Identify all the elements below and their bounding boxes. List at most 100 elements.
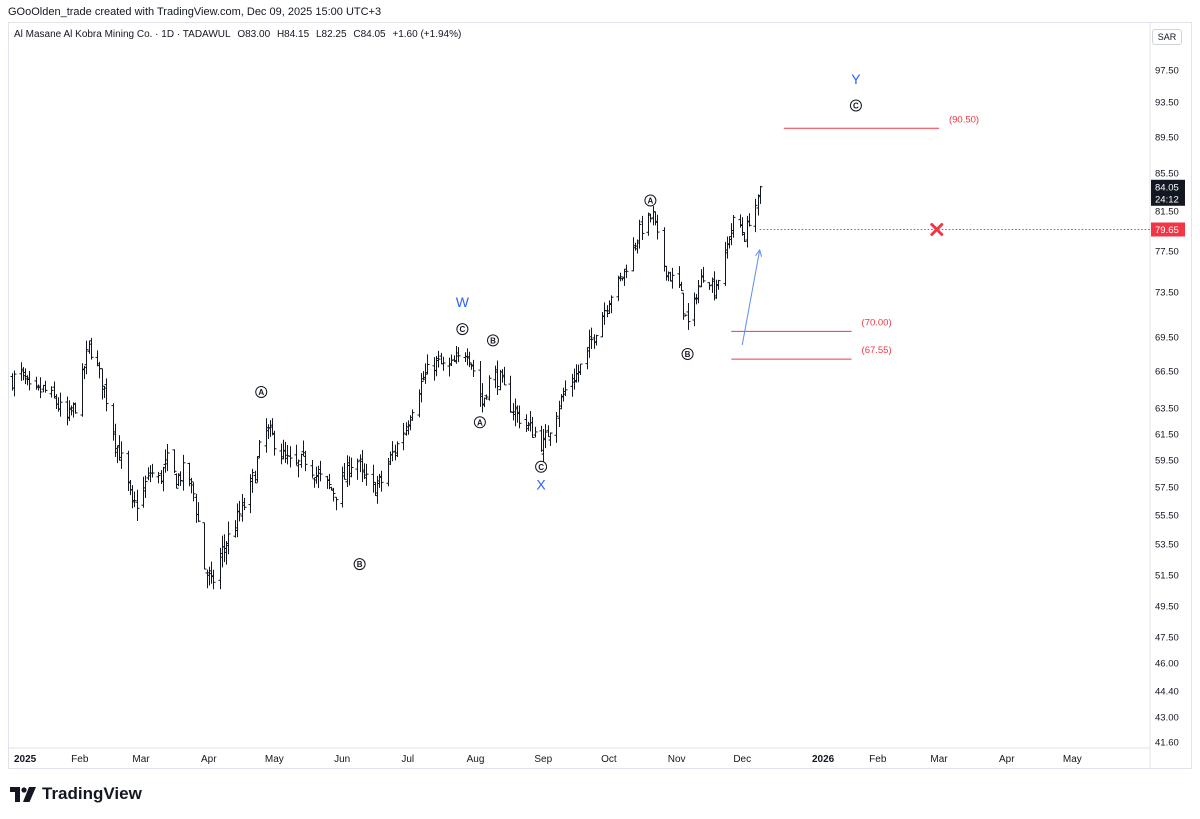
wave-label-ring [255, 385, 268, 398]
ohlc-bar [616, 275, 621, 302]
x-tick-label: Apr [999, 754, 1015, 765]
ohlc-bar [404, 422, 409, 436]
ohlc-bar [683, 314, 688, 317]
currency-button[interactable]: SAR [1152, 29, 1182, 45]
y-tick-label: 44.40 [1155, 687, 1179, 698]
symbol-name[interactable]: Al Masane Al Kobra Mining Co. · 1D · TAD… [14, 29, 231, 40]
ohlc-bar [272, 430, 277, 456]
wave-degree-label: X [536, 476, 546, 492]
wave-label-text: A [477, 418, 483, 427]
ohlc-bar [327, 473, 332, 490]
wave-label-ring [535, 460, 548, 473]
ohlc-bar [148, 465, 153, 483]
ohlc-bar [578, 363, 583, 376]
ohlc-bar [165, 444, 170, 472]
ohlc-bar [758, 185, 763, 204]
ohlc-bar [65, 396, 70, 426]
ohlc-bar [235, 503, 240, 538]
legend-low: L82.25 [315, 29, 347, 40]
ohlc-bar [401, 422, 406, 451]
ohlc-bar [441, 356, 446, 371]
ohlc-bar [12, 370, 17, 397]
y-tick-label: 63.50 [1155, 404, 1179, 415]
x-tick-label: Dec [733, 754, 751, 765]
ohlc-bar [301, 440, 306, 457]
symbol-legend: Al Masane Al Kobra Mining Co. · 1D · TAD… [14, 29, 465, 40]
ohlc-bar [102, 385, 107, 399]
ohlc-bar [463, 352, 468, 362]
ohlc-bar [390, 441, 395, 462]
ohlc-bar [662, 227, 667, 272]
ohlc-bar [681, 292, 686, 320]
wave-label-text: A [648, 197, 654, 206]
x-tick-label: Oct [601, 754, 617, 765]
y-tick-label: 49.50 [1155, 602, 1179, 613]
ohlc-bar [620, 277, 625, 281]
wave-label-text: C [853, 102, 859, 111]
ohlc-bar [364, 463, 369, 486]
wave-label-circled: A [644, 194, 657, 207]
ohlc-bar [738, 214, 743, 228]
price-chart[interactable]: 97.50 93.50 89.50 85.50 81.50 77.50 73.50 69.50… [0, 0, 1200, 770]
ohlc-bar [574, 364, 579, 383]
ohlc-bar [528, 410, 533, 432]
ohlc-bar [572, 368, 577, 390]
ohlc-bar [541, 428, 546, 463]
legend-close: C84.05 [353, 29, 386, 40]
ohlc-bar [345, 455, 350, 487]
ohlc-bar [362, 463, 367, 479]
ohlc-bar [526, 421, 531, 431]
ohlc-bar [95, 350, 100, 367]
ohlc-bar [207, 566, 212, 586]
y-tick-label: 81.50 [1155, 207, 1179, 218]
ohlc-bar [73, 402, 78, 414]
ohlc-bar [34, 376, 39, 390]
y-tick-label: 61.50 [1155, 430, 1179, 441]
ohlc-bar [493, 365, 498, 389]
target-label: (67.55) [862, 345, 892, 356]
wave-label-ring [681, 348, 694, 360]
wave-label-circled: B [681, 348, 694, 360]
ohlc-bar [594, 334, 599, 346]
ohlc-bar [498, 369, 503, 391]
ohlc-bar [410, 409, 415, 421]
ohlc-bar [379, 470, 384, 492]
ohlc-bar [43, 380, 48, 393]
ohlc-bar [318, 460, 323, 482]
ohlc-bar [288, 446, 293, 468]
x-tick-label: May [265, 754, 284, 765]
ohlc-bar [618, 272, 623, 282]
ohlc-bar [434, 355, 439, 377]
ohlc-bar [454, 345, 459, 364]
ohlc-bar [194, 493, 199, 523]
wave-label-ring [456, 323, 469, 336]
ohlc-bar [209, 561, 214, 584]
wave-label-text: A [258, 388, 264, 397]
ohlc-bar [100, 368, 105, 400]
ohlc-bar [132, 491, 137, 508]
y-tick-label: 41.60 [1155, 738, 1179, 749]
ohlc-bar [406, 420, 411, 435]
ohlc-bar [49, 386, 54, 398]
ohlc-bar [150, 463, 155, 478]
ohlc-bar [189, 477, 194, 494]
x-tick-label: Apr [201, 754, 217, 765]
x-cancel-stroke [930, 223, 944, 236]
ohlc-bar [439, 352, 444, 365]
ohlc-bar [80, 363, 85, 417]
ohlc-bar [130, 485, 135, 509]
wave-label-text: C [538, 463, 544, 472]
ohlc-bar [561, 387, 566, 402]
ohlc-bar [285, 444, 290, 465]
x-tick-label: May [1063, 754, 1082, 765]
y-tick-label: 57.50 [1155, 483, 1179, 494]
ohlc-bar [753, 198, 758, 233]
x-tick-label: Aug [467, 754, 485, 765]
ohlc-bar [495, 360, 500, 396]
ohlc-bar [701, 266, 706, 283]
tradingview-logo-icon [10, 786, 36, 802]
ohlc-bar [640, 215, 645, 240]
ohlc-bar [82, 365, 87, 380]
x-tick-label: 2025 [14, 754, 37, 765]
ohlc-bar [355, 458, 360, 480]
